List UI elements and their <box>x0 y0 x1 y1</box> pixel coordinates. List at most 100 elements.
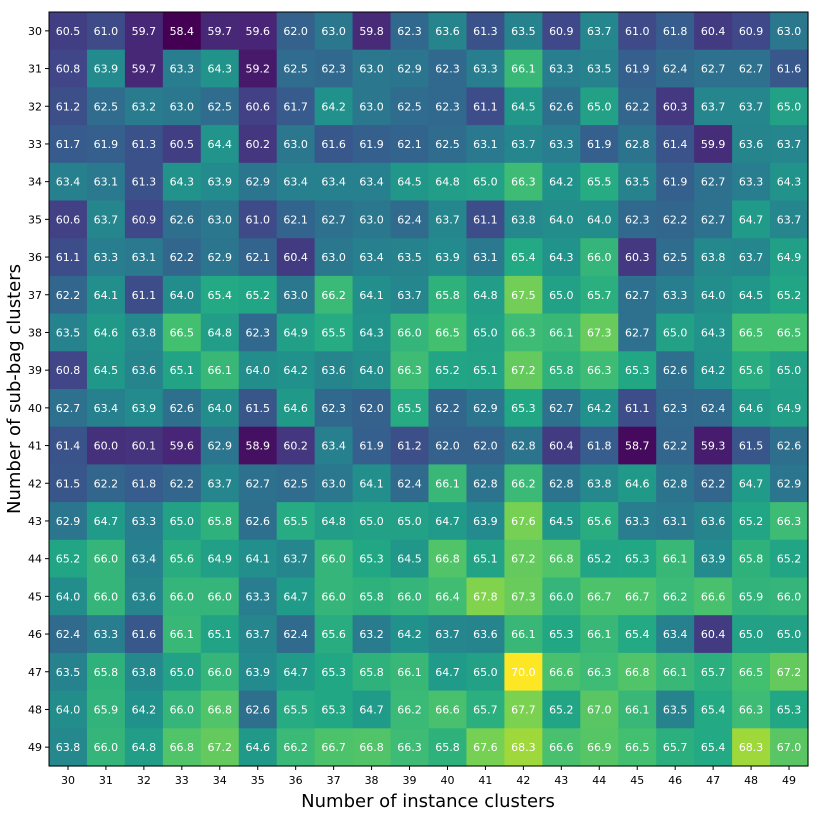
cell-value-label: 64.0 <box>56 703 81 716</box>
heatmap-cell <box>238 275 278 315</box>
cell-value-label: 61.0 <box>625 25 650 38</box>
cell-value-label: 62.9 <box>397 63 422 76</box>
cell-value-label: 58.7 <box>625 440 650 453</box>
heatmap-cell <box>390 426 430 465</box>
cell-value-label: 65.1 <box>473 553 498 566</box>
cell-value-label: 66.1 <box>587 628 612 641</box>
heatmap-cell <box>770 426 809 465</box>
heatmap-cell <box>580 351 619 390</box>
x-tick-label: 45 <box>630 774 644 787</box>
cell-value-label: 66.3 <box>587 364 612 377</box>
cell-value-label: 62.6 <box>245 515 270 528</box>
cell-value-label: 66.0 <box>208 666 233 679</box>
heatmap-cell <box>770 238 809 277</box>
heatmap-cell <box>694 690 733 729</box>
heatmap-cell <box>124 87 164 126</box>
heatmap-cell <box>86 652 126 692</box>
cell-value-label: 64.0 <box>359 364 384 377</box>
heatmap-cell <box>238 464 278 503</box>
heatmap-cell <box>86 728 126 767</box>
cell-value-label: 64.8 <box>473 289 498 302</box>
heatmap-cell <box>200 200 240 239</box>
cell-value-label: 65.7 <box>473 703 498 716</box>
heatmap-cell <box>694 313 733 352</box>
heatmap-cell <box>276 690 316 729</box>
cell-value-label: 63.7 <box>94 213 119 226</box>
cell-value-label: 61.9 <box>625 63 650 76</box>
cell-value-label: 63.1 <box>132 251 157 264</box>
heatmap-cell <box>314 12 354 51</box>
cell-value-label: 66.1 <box>549 326 574 339</box>
cell-value-label: 62.1 <box>283 213 308 226</box>
heatmap-cell <box>238 389 278 428</box>
cell-value-label: 61.5 <box>245 402 270 415</box>
heatmap-cell <box>504 351 543 390</box>
cell-value-label: 65.0 <box>359 515 384 528</box>
x-tick-label: 39 <box>403 774 417 787</box>
cell-value-label: 64.8 <box>208 326 233 339</box>
heatmap-cell <box>732 351 771 390</box>
cell-value-label: 66.3 <box>511 326 536 339</box>
heatmap-cell <box>124 275 164 315</box>
heatmap-cell <box>162 652 202 692</box>
heatmap-cell <box>466 426 505 465</box>
cell-value-label: 65.3 <box>625 364 650 377</box>
heatmap-cell <box>770 502 809 541</box>
heatmap-cell <box>542 125 581 164</box>
heatmap-cell <box>352 87 392 126</box>
cell-value-label: 59.7 <box>132 25 157 38</box>
heatmap-cell <box>314 690 354 729</box>
heatmap-cell <box>504 87 543 126</box>
heatmap-cell <box>124 728 164 767</box>
cell-value-label: 63.0 <box>321 477 346 490</box>
cell-value-label: 67.2 <box>208 741 233 754</box>
cell-value-label: 64.2 <box>549 176 574 189</box>
cell-value-label: 63.0 <box>170 100 195 113</box>
heatmap-cell <box>428 426 468 465</box>
cell-value-label: 64.2 <box>701 364 726 377</box>
heatmap-cell <box>466 351 505 390</box>
cell-value-label: 61.4 <box>663 138 688 151</box>
cell-value-label: 62.6 <box>170 213 195 226</box>
heatmap-cell <box>49 615 88 654</box>
cell-value-label: 67.8 <box>473 590 498 603</box>
heatmap-cell <box>542 577 581 616</box>
heatmap-cell <box>732 426 771 465</box>
cell-value-label: 64.3 <box>170 176 195 189</box>
cell-value-label: 66.7 <box>587 590 612 603</box>
cell-value-label: 63.8 <box>56 741 81 754</box>
cell-value-label: 64.6 <box>739 402 764 415</box>
heatmap-cell <box>200 162 240 202</box>
cell-value-label: 62.4 <box>663 63 688 76</box>
heatmap-cell <box>732 87 771 126</box>
cell-value-label: 65.8 <box>549 364 574 377</box>
heatmap-cell <box>276 615 316 654</box>
heatmap-cell <box>49 502 88 541</box>
cell-value-label: 64.8 <box>132 741 157 754</box>
heatmap-cell <box>466 87 505 126</box>
heatmap-cell <box>162 275 202 315</box>
cell-value-label: 64.0 <box>170 289 195 302</box>
cell-value-label: 64.3 <box>359 326 384 339</box>
cell-value-label: 64.2 <box>132 703 157 716</box>
heatmap-cell <box>428 502 468 541</box>
heatmap-cell <box>200 49 240 88</box>
x-tick-label: 43 <box>554 774 568 787</box>
cell-value-label: 63.5 <box>56 666 81 679</box>
heatmap-cell <box>86 577 126 616</box>
heatmap-cell <box>390 652 430 692</box>
cell-value-label: 64.3 <box>549 251 574 264</box>
heatmap-cell <box>466 275 505 315</box>
heatmap-cell <box>618 464 657 503</box>
heatmap-cell <box>49 728 88 767</box>
heatmap-cell <box>86 389 126 428</box>
cell-value-label: 65.8 <box>359 590 384 603</box>
cell-value-label: 66.0 <box>321 553 346 566</box>
heatmap-cell <box>352 577 392 616</box>
heatmap-cell <box>314 125 354 164</box>
y-tick-label: 35 <box>28 213 42 226</box>
cell-value-label: 64.8 <box>321 515 346 528</box>
heatmap-cell <box>618 502 657 541</box>
heatmap-cell <box>162 49 202 88</box>
heatmap-cell <box>314 389 354 428</box>
